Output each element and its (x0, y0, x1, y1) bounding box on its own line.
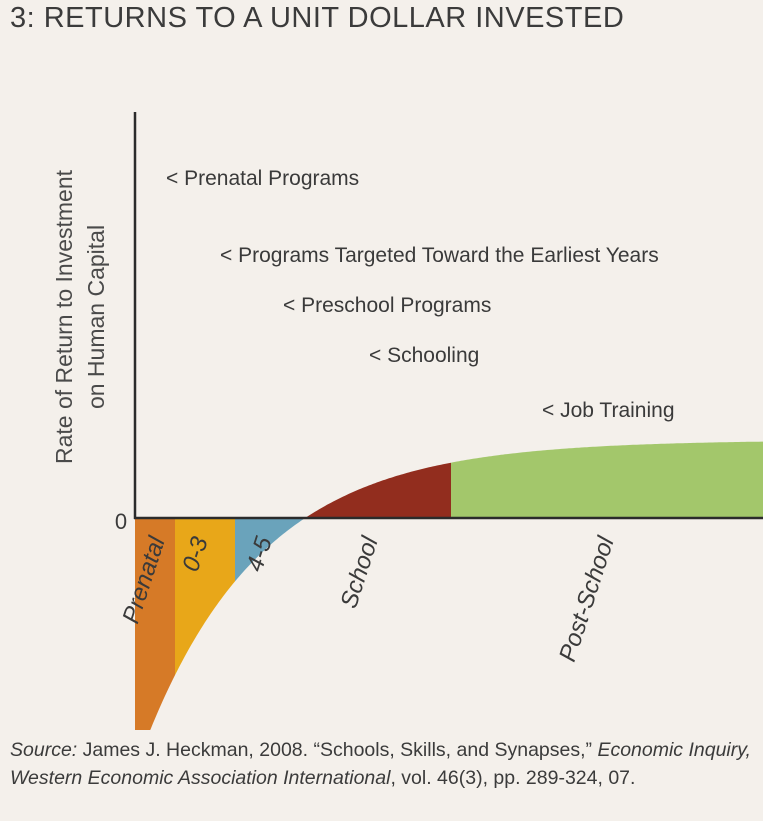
annotation-5: < Job Training (542, 399, 675, 422)
source-citation-end: , vol. 46(3), pp. 289-324, 07. (390, 767, 636, 789)
source-label: Source: (10, 739, 78, 761)
source-journal: Economic Inquiry, Western Economic Assoc… (10, 739, 751, 789)
x-tick-label-post-school: Post-School (554, 533, 620, 665)
chart-bands (135, 441, 763, 730)
curve-annotations: < Prenatal Programs < Programs Targeted T… (166, 167, 675, 422)
x-tick-label-school: School (335, 533, 384, 612)
annotation-4: < Schooling (369, 344, 479, 367)
band-0-3 (175, 517, 235, 676)
band-school (305, 462, 451, 519)
annotation-2: < Programs Targeted Toward the Earliest … (220, 244, 659, 267)
band-post-school (451, 441, 763, 517)
annotation-1: < Prenatal Programs (166, 167, 359, 190)
band-4-5 (235, 517, 305, 582)
source-note: Source: James J. Heckman, 2008. “Schools… (10, 736, 760, 792)
page-title: 3: RETURNS TO A UNIT DOLLAR INVESTED (10, 2, 625, 34)
annotation-3: < Preschool Programs (283, 294, 491, 317)
y-axis-label-line-1: Rate of Return to Investment (51, 169, 77, 464)
returns-chart: 0 Rate of Return to Investment on Human … (51, 112, 763, 730)
y-zero-label: 0 (115, 509, 127, 534)
band-prenatal (135, 517, 175, 730)
y-axis-label-line-2: on Human Capital (83, 225, 109, 409)
source-citation: James J. Heckman, 2008. “Schools, Skills… (77, 739, 598, 761)
